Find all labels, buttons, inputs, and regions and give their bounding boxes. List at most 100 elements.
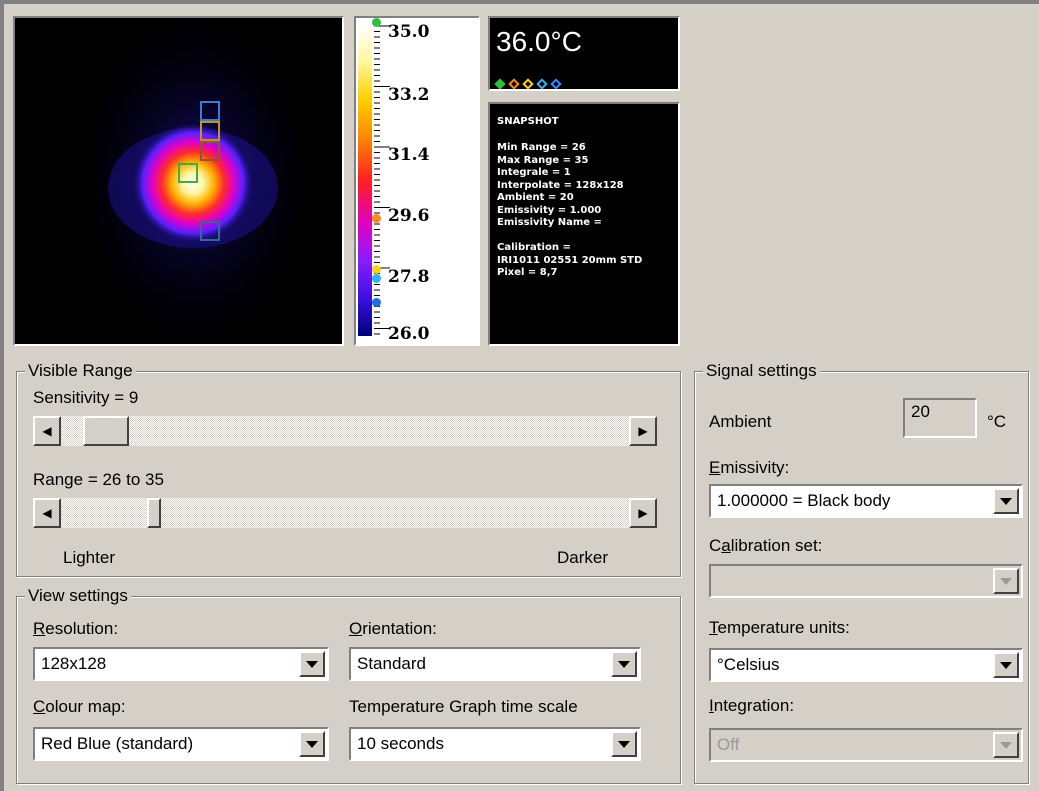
chevron-down-icon [1000, 497, 1012, 505]
resolution-value: 128x128 [41, 654, 107, 673]
roi-box[interactable] [200, 221, 220, 241]
chevron-down-icon [618, 660, 630, 668]
left-border [0, 0, 4, 791]
roi-box[interactable] [200, 141, 220, 161]
temperature-value: 36.0°C [496, 26, 582, 57]
emissivity-label: Emissivity: [709, 458, 790, 477]
orientation-dropdown-button[interactable] [611, 651, 637, 677]
snapshot-line: Emissivity = 1.000 [497, 204, 602, 216]
sensor-dots [494, 73, 566, 90]
temp-units-label: Temperature units: [709, 618, 850, 637]
roi-box[interactable] [200, 101, 220, 121]
sensitivity-slider[interactable]: ◀ ▶ [33, 416, 657, 446]
snapshot-line: Min Range = 26 [497, 142, 586, 153]
darker-label: Darker [557, 548, 609, 567]
sensor-dot-icon [522, 78, 534, 90]
sensor-dot-icon [536, 78, 548, 90]
ambient-value: 20 [911, 402, 930, 421]
graph-time-value: 10 seconds [357, 734, 444, 753]
range-slider[interactable]: ◀ ▶ [33, 498, 657, 528]
scroll-left-icon: ◀ [42, 424, 52, 438]
integration-select[interactable]: Off [709, 728, 1023, 762]
scale-marker-icon [372, 298, 381, 307]
roi-box[interactable] [200, 121, 220, 141]
range-scroll-left[interactable]: ◀ [33, 498, 61, 528]
graph-time-dropdown-button[interactable] [611, 731, 637, 757]
scale-marker-icon [372, 214, 381, 223]
emissivity-label-text: missivity: [720, 458, 790, 477]
orientation-value: Standard [357, 654, 426, 673]
snapshot-line: Max Range = 35 [497, 154, 589, 166]
emissivity-select[interactable]: 1.000000 = Black body [709, 484, 1023, 518]
chevron-down-icon [618, 740, 630, 748]
roi-box[interactable] [178, 163, 198, 183]
calibration-select[interactable] [709, 564, 1023, 598]
scale-label-min: 26.0 [388, 324, 430, 344]
resolution-label: Resolution: [33, 619, 119, 638]
temperature-scale: 35.0 33.2 31.4 29.6 27.8 26.0 [354, 16, 480, 346]
snapshot-line [497, 230, 642, 243]
range-thumb[interactable] [147, 498, 161, 528]
view-settings-group: View settings Resolution: 128x128 Orient… [16, 586, 681, 784]
range-scroll-right[interactable]: ▶ [629, 498, 657, 528]
integration-label-text: ntegration: [713, 696, 795, 715]
temp-units-value: °Celsius [717, 655, 780, 674]
scale-marker-icon [372, 265, 381, 274]
chevron-down-icon [306, 740, 318, 748]
sensor-dot-icon [550, 78, 562, 90]
temperature-readout: 36.0°C [488, 16, 680, 91]
temp-units-label-text: emperature units: [717, 618, 850, 637]
integration-dropdown-button[interactable] [993, 732, 1019, 758]
snapshot-line: Ambient = 20 [497, 192, 574, 203]
snapshot-line: Integrale = 1 [497, 167, 571, 178]
scroll-left-icon: ◀ [42, 506, 52, 520]
sensitivity-scroll-right[interactable]: ▶ [629, 416, 657, 446]
temp-units-dropdown-button[interactable] [993, 652, 1019, 678]
temp-units-select[interactable]: °Celsius [709, 648, 1023, 682]
orientation-label: Orientation: [349, 619, 437, 638]
graph-time-label: Temperature Graph time scale [349, 697, 578, 716]
scroll-right-icon: ▶ [638, 424, 648, 438]
chevron-down-icon [306, 660, 318, 668]
scale-label-3: 31.4 [388, 145, 430, 165]
colour-map-value: Red Blue (standard) [41, 734, 194, 753]
scale-marker-icon [372, 274, 381, 283]
snapshot-details: Min Range = 26 Max Range = 35 Integrale = … [497, 142, 642, 280]
colour-map-label: Colour map: [33, 697, 126, 716]
snapshot-line: Pixel = 8,7 [497, 267, 558, 278]
scale-ticks [374, 25, 390, 335]
resolution-dropdown-button[interactable] [299, 651, 325, 677]
ambient-unit: °C [987, 412, 1007, 431]
signal-settings-group: Signal settings Ambient 20 °C Emissivity… [694, 361, 1029, 784]
calibration-label: Calibration set: [709, 536, 823, 555]
thermal-image[interactable] [13, 16, 344, 346]
color-gradient-bar [358, 24, 372, 336]
scale-label-5: 27.8 [388, 267, 430, 287]
ambient-input[interactable]: 20 [903, 398, 977, 438]
colour-map-label-text: olour map: [45, 697, 126, 716]
sensitivity-thumb[interactable] [83, 416, 129, 446]
graph-time-select[interactable]: 10 seconds [349, 727, 641, 761]
sensor-dot-icon [508, 78, 520, 90]
lighter-label: Lighter [63, 548, 115, 567]
calibration-dropdown-button[interactable] [993, 568, 1019, 594]
view-settings-title: View settings [25, 586, 131, 606]
ambient-label: Ambient [709, 412, 772, 431]
resolution-select[interactable]: 128x128 [33, 647, 329, 681]
snapshot-line: Interpolate = 128x128 [497, 179, 624, 191]
snapshot-panel: SNAPSHOT Min Range = 26 Max Range = 35 Int… [488, 102, 680, 346]
chevron-down-icon [1000, 661, 1012, 669]
orientation-label-text: rientation: [362, 619, 437, 638]
scale-label-max: 35.0 [388, 22, 430, 42]
orientation-select[interactable]: Standard [349, 647, 641, 681]
colour-map-select[interactable]: Red Blue (standard) [33, 727, 329, 761]
top-border [0, 0, 1039, 4]
chevron-down-icon [1000, 577, 1012, 585]
range-label: Range = 26 to 35 [33, 470, 164, 489]
calibration-label-text: libration set: [730, 536, 823, 555]
colour-map-dropdown-button[interactable] [299, 731, 325, 757]
sensitivity-label: Sensitivity = 9 [33, 388, 139, 407]
sensitivity-scroll-left[interactable]: ◀ [33, 416, 61, 446]
sensor-dot-icon [494, 78, 506, 90]
emissivity-dropdown-button[interactable] [993, 488, 1019, 514]
